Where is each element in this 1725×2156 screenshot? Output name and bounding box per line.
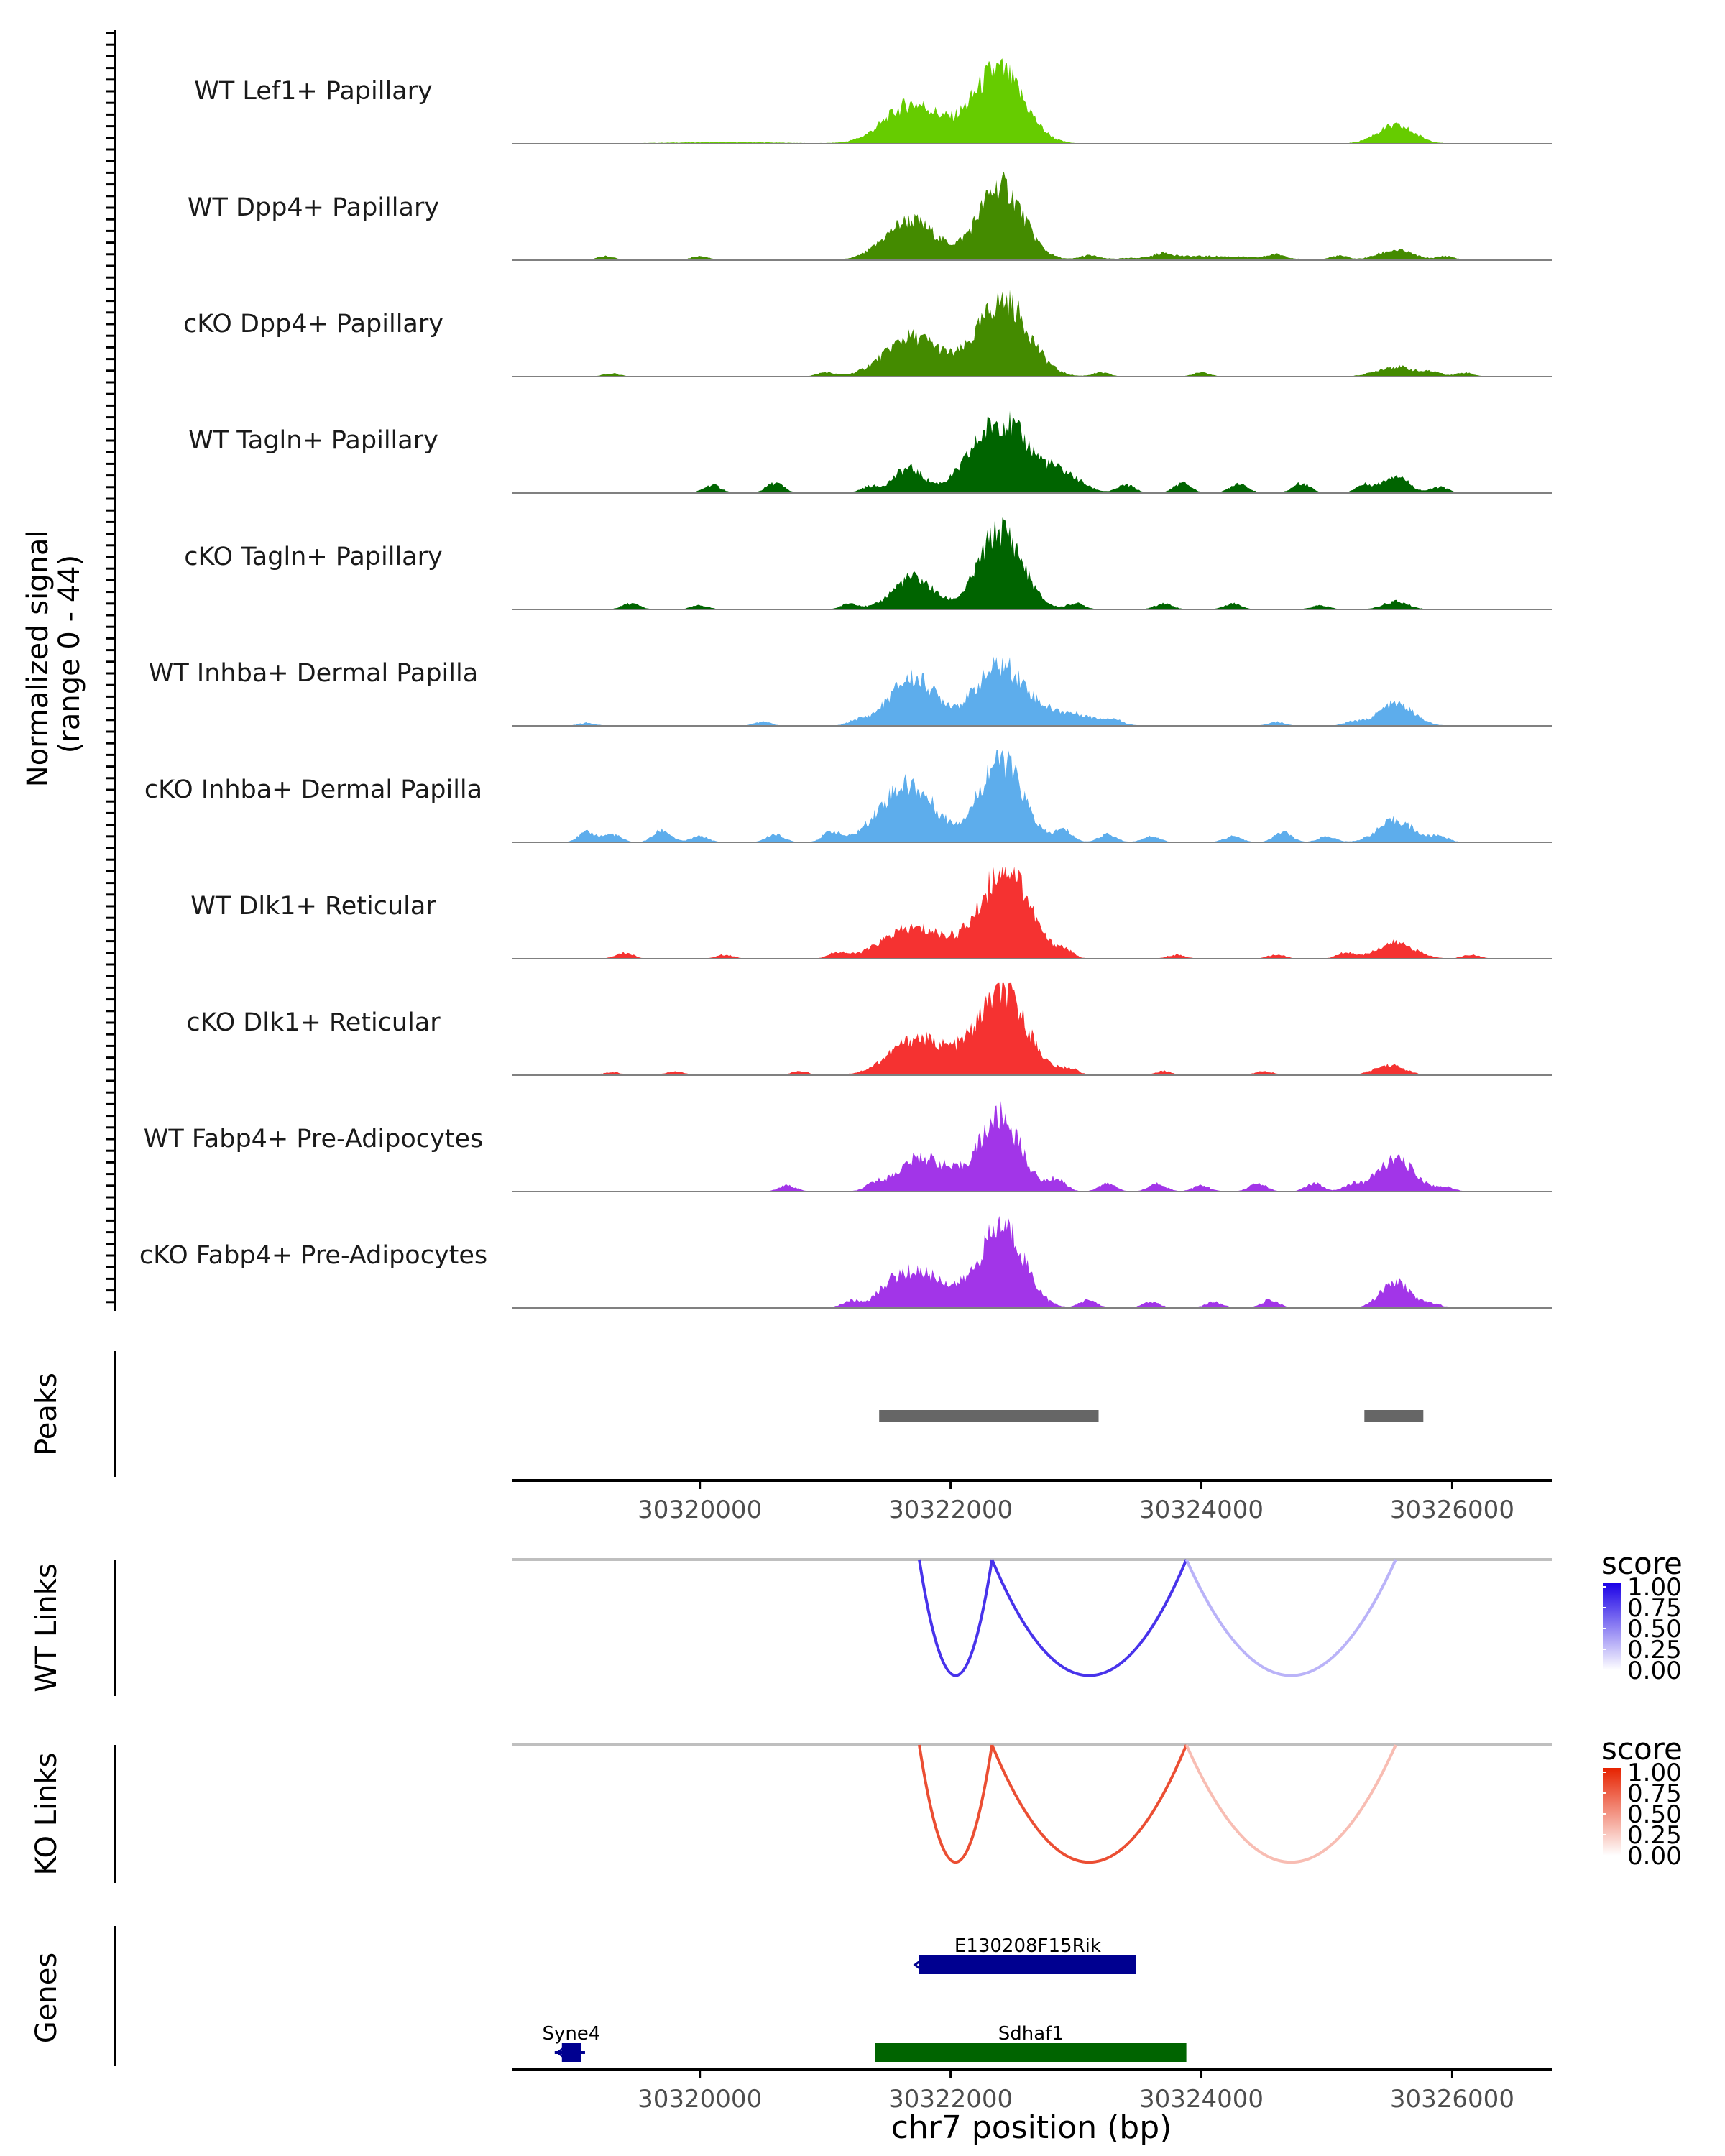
peak-interval-bar bbox=[879, 1410, 1099, 1422]
coverage-track: WT Dlk1+ Reticular bbox=[190, 866, 1552, 959]
coverage-track-label: WT Fabp4+ Pre-Adipocytes bbox=[144, 1125, 483, 1153]
links-label: KO Links bbox=[30, 1753, 63, 1876]
coverage-ylabel: Normalized signal (range 0 - 44) bbox=[22, 521, 86, 788]
x-axis-tick-label: 30322000 bbox=[888, 2085, 1013, 2114]
peaks-label: Peaks bbox=[30, 1373, 63, 1456]
coverage-signal-area bbox=[512, 750, 1552, 842]
link-arc bbox=[918, 1559, 994, 1677]
coverage-track-label: WT Dlk1+ Reticular bbox=[190, 892, 436, 921]
coverage-track-label: WT Dpp4+ Papillary bbox=[188, 193, 439, 222]
links-legend-tick-label: 1.00 bbox=[1627, 1573, 1682, 1602]
x-axis-title: chr7 position (bp) bbox=[891, 2109, 1172, 2146]
gene-model: Sdhaf1 bbox=[875, 2023, 1187, 2062]
coverage-tracks: WT Lef1+ Papillary WT Dpp4+ Papillary cKO … bbox=[139, 58, 1552, 1309]
coverage-track: cKO Fabp4+ Pre-Adipocytes bbox=[139, 1215, 1552, 1309]
x-axis-tick-label: 30326000 bbox=[1390, 1496, 1514, 1524]
x-axis-tick-label: 30320000 bbox=[638, 1496, 762, 1524]
coverage-signal-area bbox=[512, 1215, 1552, 1308]
coverage-track-label: cKO Fabp4+ Pre-Adipocytes bbox=[139, 1241, 487, 1270]
coverage-track: cKO Dpp4+ Papillary bbox=[183, 290, 1552, 377]
coverage-signal-area bbox=[512, 517, 1552, 609]
link-arc bbox=[990, 1744, 1188, 1864]
gene-model: Syne4 bbox=[542, 2023, 600, 2062]
coverage-signal-area bbox=[512, 982, 1552, 1075]
x-axis-tick-label: 30326000 bbox=[1390, 2085, 1514, 2114]
links-legend-tick-label: 0.25 bbox=[1627, 1821, 1682, 1850]
links-legend-tick-label: 0.75 bbox=[1627, 1594, 1682, 1623]
coverage-signal-area bbox=[512, 410, 1552, 493]
coverage-track-label: cKO Dlk1+ Reticular bbox=[186, 1008, 441, 1037]
links-legend-tick-label: 0.50 bbox=[1627, 1615, 1682, 1644]
coverage-signal-area bbox=[512, 866, 1552, 959]
coverage-signal-area bbox=[512, 656, 1552, 726]
coverage-track-label: cKO Dpp4+ Papillary bbox=[183, 310, 443, 338]
link-arc bbox=[1184, 1559, 1397, 1677]
links-legend-title: score bbox=[1601, 1546, 1683, 1581]
coverage-track-label: WT Tagln+ Papillary bbox=[188, 426, 438, 455]
coverage-track-label: WT Inhba+ Dermal Papilla bbox=[149, 659, 478, 688]
link-arc bbox=[918, 1744, 994, 1864]
coverage-signal-area bbox=[512, 171, 1552, 260]
coverage-track: cKO Tagln+ Papillary bbox=[184, 517, 1552, 610]
coverage-signal-area bbox=[512, 290, 1552, 377]
coverage-track-label: WT Lef1+ Papillary bbox=[194, 77, 433, 106]
coverage-track: cKO Dlk1+ Reticular bbox=[186, 982, 1552, 1076]
link-arc bbox=[990, 1559, 1188, 1677]
coverage-track: cKO Inhba+ Dermal Papilla bbox=[144, 750, 1552, 843]
peak-interval-bar bbox=[1364, 1410, 1424, 1422]
link-arc bbox=[1184, 1744, 1397, 1864]
coverage-track-label: cKO Tagln+ Papillary bbox=[184, 543, 443, 571]
links-legend-tick-label: 0.00 bbox=[1627, 1842, 1682, 1871]
links-legend-tick-label: 0.50 bbox=[1627, 1800, 1682, 1829]
gene-strand-arrow bbox=[913, 1957, 924, 1973]
coverage-signal-area bbox=[512, 1100, 1552, 1192]
links-legend-tick-label: 0.00 bbox=[1627, 1657, 1682, 1685]
gene-exon-bar bbox=[919, 1955, 1136, 1974]
x-axis-tick-label: 30320000 bbox=[638, 2085, 762, 2114]
coverage-y-axis bbox=[106, 30, 116, 1311]
x-axis-tick-label: 30322000 bbox=[888, 1496, 1013, 1524]
x-axis-tick-label: 30324000 bbox=[1139, 1496, 1264, 1524]
gene-model: E130208F15Rik bbox=[913, 1935, 1136, 1974]
x-axis-top: 30320000 30322000 30324000 30326000 bbox=[512, 1479, 1552, 1524]
gene-annotations: E130208F15Rik Syne4 Sdhaf1 bbox=[542, 1935, 1187, 2062]
x-axis-bottom: 30320000 30322000 30324000 30326000 bbox=[512, 2068, 1552, 2114]
links-legend-tick-label: 1.00 bbox=[1627, 1759, 1682, 1787]
links-legend-tick-label: 0.75 bbox=[1627, 1779, 1682, 1808]
gene-exon-bar bbox=[875, 2043, 1187, 2062]
links-label: WT Links bbox=[30, 1563, 63, 1692]
gene-name-label: E130208F15Rik bbox=[954, 1935, 1101, 1957]
x-axis-tick-label: 30324000 bbox=[1139, 2085, 1264, 2114]
peak-intervals bbox=[879, 1410, 1424, 1422]
coverage-track-label: cKO Inhba+ Dermal Papilla bbox=[144, 775, 482, 804]
gene-name-label: Sdhaf1 bbox=[998, 2023, 1064, 2045]
coverage-track: WT Tagln+ Papillary bbox=[188, 410, 1552, 494]
genes-label: Genes bbox=[30, 1953, 63, 2043]
links-legend-colorbar bbox=[1603, 1768, 1622, 1856]
coverage-ylabel-line1: Normalized signal bbox=[22, 530, 55, 787]
coverage-signal-area bbox=[512, 58, 1552, 144]
coverage-track: WT Fabp4+ Pre-Adipocytes bbox=[144, 1100, 1552, 1192]
coverage-ylabel-line2: (range 0 - 44) bbox=[53, 555, 86, 753]
coverage-track: WT Lef1+ Papillary bbox=[194, 58, 1552, 144]
gene-name-label: Syne4 bbox=[542, 2023, 600, 2045]
links-legend-title: score bbox=[1601, 1731, 1683, 1766]
links-legend-colorbar bbox=[1603, 1583, 1622, 1670]
links-legend-tick-label: 0.25 bbox=[1627, 1636, 1682, 1664]
coverage-track: WT Inhba+ Dermal Papilla bbox=[149, 656, 1552, 727]
coverage-track: WT Dpp4+ Papillary bbox=[188, 171, 1552, 261]
